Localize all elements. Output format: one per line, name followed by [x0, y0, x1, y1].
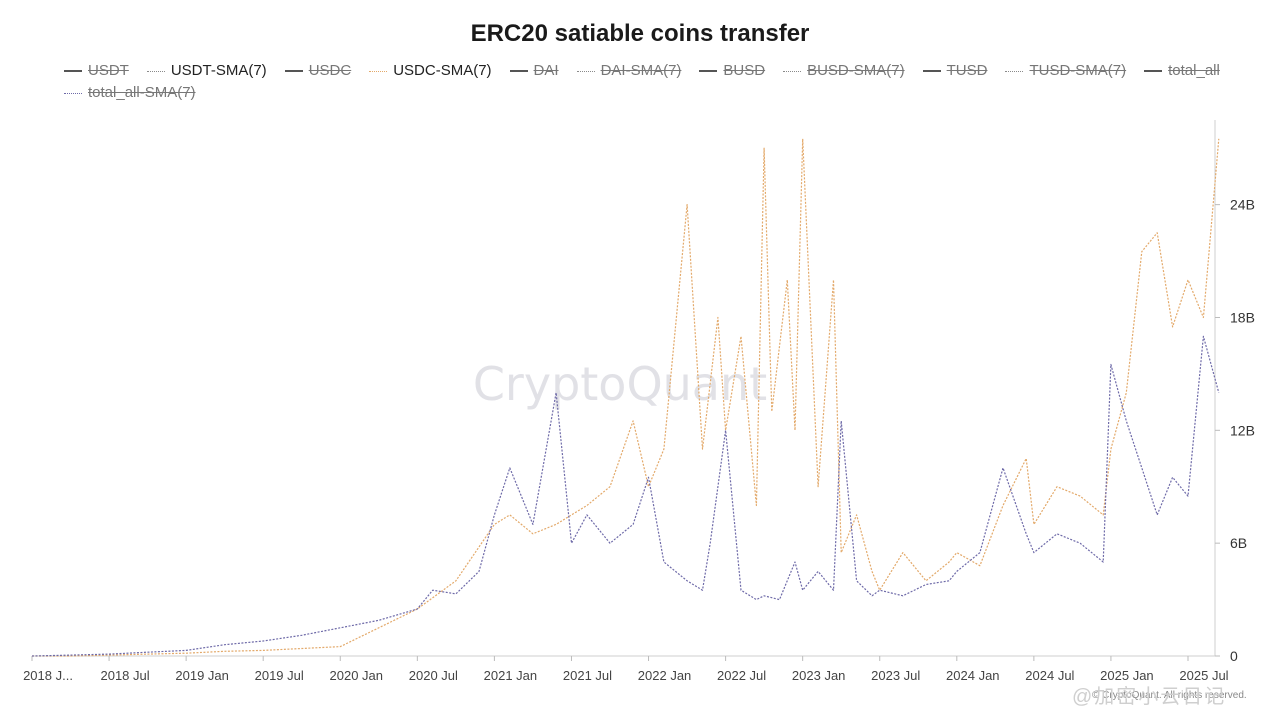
y-tick-label: 24B: [1230, 197, 1255, 213]
legend-swatch: [64, 92, 82, 94]
cryptoquant-watermark: CryptoQuant: [473, 357, 767, 411]
y-tick-label: 18B: [1230, 309, 1255, 325]
x-tick-label: 2023 Jul: [871, 668, 920, 683]
x-tick-label: 2021 Jul: [563, 668, 612, 683]
legend-item-9[interactable]: TUSD-SMA(7): [1005, 62, 1126, 80]
legend-label: USDT: [88, 62, 129, 79]
x-tick-label: 2018 Jul: [100, 668, 149, 683]
x-tick-label: 2019 Jan: [175, 668, 229, 683]
legend-swatch: [509, 70, 528, 72]
legend-label: USDC: [308, 62, 352, 79]
legend-swatch: [64, 70, 82, 72]
legend-label: BUSD-SMA(7): [807, 62, 905, 79]
y-tick-label: 6B: [1230, 535, 1247, 551]
legend-label: DAI: [533, 62, 559, 79]
legend-label: TUSD-SMA(7): [1029, 62, 1127, 79]
legend-item-8[interactable]: TUSD: [922, 62, 988, 80]
legend-item-2[interactable]: USDC: [284, 62, 352, 80]
legend-swatch: [284, 70, 303, 72]
x-tick-label: 2025 Jan: [1100, 668, 1154, 683]
x-tick-label: 2021 Jan: [484, 668, 538, 683]
chart-title: ERC20 satiable coins transfer: [470, 20, 810, 47]
legend-label: TUSD: [946, 62, 988, 79]
legend-label: USDT-SMA(7): [170, 62, 267, 79]
x-tick-label: 2025 Jul: [1179, 668, 1228, 683]
legend-item-0[interactable]: USDT: [64, 62, 129, 80]
legend-swatch: [576, 70, 595, 72]
x-tick-label: 2020 Jul: [409, 668, 458, 683]
x-tick-label: 2022 Jan: [638, 668, 692, 683]
plot-area: 2018 J... 2018 Jul 2019 Jan 2019 Jul 2020 Ja…: [23, 120, 1255, 683]
x-tick-label: 2020 Jan: [330, 668, 384, 683]
legend-swatch: [922, 70, 941, 72]
legend-swatch: [369, 70, 388, 72]
x-tick-label: 2024 Jul: [1025, 668, 1074, 683]
x-tick-label: 2023 Jan: [792, 668, 846, 683]
legend-swatch: [783, 70, 802, 72]
chart-legend: USDT USDT-SMA(7) USDC USDC-SMA(7) DAI DAI-SMA…: [64, 62, 1234, 102]
legend-label: USDC-SMA(7): [393, 62, 492, 79]
legend-item-4[interactable]: DAI: [509, 62, 559, 80]
author-watermark: @加密小云日记: [1072, 686, 1227, 708]
legend-label: total_all: [1168, 62, 1220, 79]
x-tick-label: 2018 J...: [23, 668, 73, 683]
legend-label: total_all-SMA(7): [88, 84, 196, 101]
series-line-0: [32, 138, 1220, 657]
legend-swatch: [699, 70, 718, 72]
copyright-note: © CryptoQuant. All rights reserved.: [1092, 690, 1247, 701]
legend-item-1[interactable]: USDT-SMA(7): [146, 62, 267, 80]
legend-swatch: [146, 70, 165, 72]
x-tick-label: 2019 Jul: [255, 668, 304, 683]
legend-label: BUSD: [723, 62, 766, 79]
legend-swatch: [1005, 70, 1024, 72]
legend-label: DAI-SMA(7): [600, 62, 682, 79]
legend-item-10[interactable]: total_all: [1144, 62, 1220, 80]
y-tick-label: 0: [1230, 648, 1238, 664]
series-line-1: [31, 335, 1220, 657]
legend-item-3[interactable]: USDC-SMA(7): [369, 62, 492, 80]
legend-item-6[interactable]: BUSD: [699, 62, 765, 80]
x-tick-label: 2022 Jul: [717, 668, 766, 683]
legend-swatch: [1144, 70, 1163, 72]
x-tick-label: 2024 Jan: [946, 668, 1000, 683]
y-tick-label: 12B: [1230, 422, 1255, 438]
legend-item-11[interactable]: total_all-SMA(7): [64, 84, 196, 102]
legend-item-5[interactable]: DAI-SMA(7): [576, 62, 682, 80]
legend-item-7[interactable]: BUSD-SMA(7): [783, 62, 905, 80]
